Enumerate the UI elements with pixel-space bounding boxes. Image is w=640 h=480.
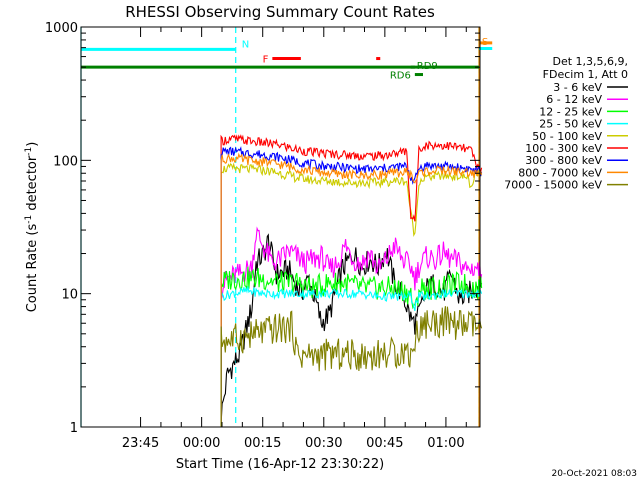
timestamp: 20-Oct-2021 08:03 (552, 469, 637, 479)
y-axis-label-sup: -1 (24, 215, 34, 224)
series-line-1 (220, 226, 483, 427)
y-axis-label-tail: detector (25, 155, 40, 215)
series-line-3 (220, 286, 483, 427)
legend-label-6: 300 - 800 keV (525, 154, 602, 167)
flag-label-4: RD6 (390, 71, 411, 82)
x-axis-label: Start Time (16-Apr-12 23:30:22) (176, 457, 384, 472)
legend-header-1: FDecim 1, Att 0 (543, 68, 628, 81)
y-tick-label-1: 10 (61, 288, 78, 303)
x-tick-label-4: 00:45 (366, 436, 403, 451)
y-tick-label-0: 1 (70, 421, 78, 436)
series-line-5 (220, 134, 483, 427)
legend-label-7: 800 - 7000 keV (518, 166, 602, 179)
series-lines (220, 134, 483, 427)
legend-label-8: 7000 - 15000 keV (504, 179, 602, 192)
series-line-6 (220, 146, 483, 427)
series-line-8 (220, 306, 483, 427)
y-tick-label-3: 1000 (45, 21, 78, 36)
flag-label-6: S (482, 37, 488, 48)
y-tick-label-2: 100 (53, 154, 78, 169)
x-tick-label-1: 00:00 (183, 436, 220, 451)
legend-label-0: 3 - 6 keV (553, 81, 602, 94)
x-axis: 23:45 00:00 00:15 00:30 00:45 01:00 (122, 27, 467, 451)
flag-bars: F RD9 RD6 N S (81, 37, 493, 82)
flag-label-1: F (263, 55, 269, 66)
y-axis-label-sup2: -1 (24, 147, 34, 156)
x-tick-label-3: 00:30 (305, 436, 342, 451)
y-axis: 1 10 100 1000 (45, 21, 480, 436)
legend-label-1: 6 - 12 keV (546, 93, 602, 106)
legend-label-5: 100 - 300 keV (525, 142, 602, 155)
series-line-7 (220, 152, 483, 427)
legend-header-0: Det 1,3,5,6,9, (552, 55, 628, 68)
series-line-2 (220, 266, 483, 427)
x-tick-label-2: 00:15 (244, 436, 281, 451)
x-tick-label-0: 23:45 (122, 436, 159, 451)
legend-label-4: 50 - 100 keV (532, 130, 602, 143)
series-line-4 (220, 162, 483, 427)
plot-frame (80, 26, 481, 428)
legend-label-3: 25 - 50 keV (539, 118, 602, 131)
y-axis-label: Count Rate (s-1 detector-1) (24, 142, 40, 313)
x-tick-label-5: 01:00 (427, 436, 464, 451)
chart-title: RHESSI Observing Summary Count Rates (125, 3, 435, 21)
legend-label-2: 12 - 25 keV (539, 105, 602, 118)
flag-label-3: RD9 (417, 61, 438, 72)
legend: Det 1,3,5,6,9,FDecim 1, Att 03 - 6 keV6 … (504, 55, 628, 192)
flag-label-5: N (242, 39, 249, 50)
y-axis-label-close: ) (25, 142, 40, 147)
y-axis-label-main: Count Rate (s (25, 224, 40, 313)
